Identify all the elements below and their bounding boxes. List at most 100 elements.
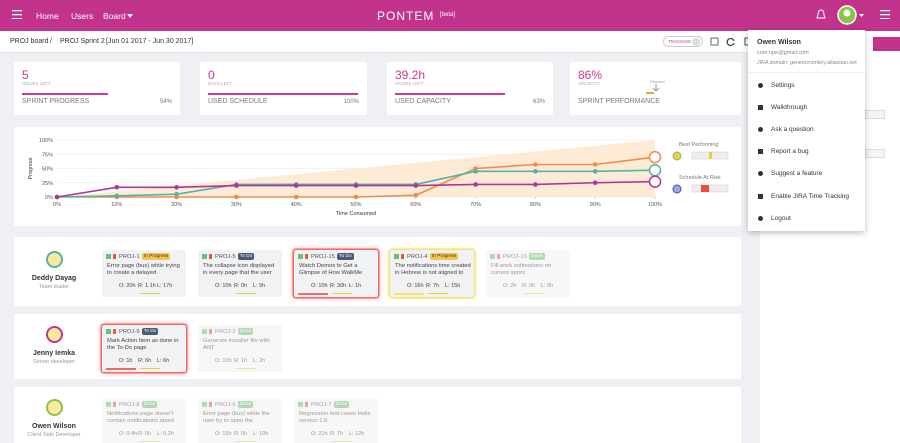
priority-icon — [305, 254, 308, 259]
sprint-link[interactable]: PROJ Sprint 2 — [60, 38, 105, 45]
x-tick-label: 10% — [111, 202, 122, 208]
menu-item[interactable]: Ask a question — [771, 126, 814, 134]
issue-title: Watch Demos to Get a Glimpse of How Walk… — [299, 263, 363, 276]
type-icon — [106, 402, 111, 407]
issue-time: O: 21h — [311, 431, 328, 437]
nav-item[interactable]: Home — [36, 11, 59, 21]
priority-icon — [113, 402, 116, 407]
type-icon — [394, 254, 399, 259]
logo[interactable]: PONTEM — [377, 9, 435, 23]
issue-time: L: 1h — [349, 283, 362, 289]
x-tick-label: 90% — [590, 202, 601, 208]
issue-card[interactable]: PROJ-6 Done Error page (bus) while the use… — [198, 398, 282, 443]
issue-card[interactable]: PROJ-15 To Do Watch Demos to Get a Glimpse… — [294, 250, 378, 297]
data-point — [473, 169, 478, 174]
menu-icon — [758, 193, 763, 199]
issue-status: To Do — [141, 328, 159, 335]
priority-icon — [113, 254, 116, 259]
tracking-toggle[interactable]: TRACKING — [663, 36, 703, 47]
priority-icon — [401, 254, 404, 259]
menu-item[interactable]: Logout — [771, 214, 791, 222]
issue-time: O: 16h — [407, 283, 424, 289]
data-point — [54, 194, 60, 200]
issue-time: O: 1h — [119, 358, 133, 364]
issue-card[interactable]: PROJ-2 Done Generate installer file with A… — [198, 325, 282, 372]
x-axis-label: Time Consumed — [336, 211, 376, 217]
stat-value: 39.2h — [395, 68, 426, 82]
row-divider — [14, 379, 741, 387]
issue-time: R: 0h — [234, 283, 248, 289]
issue-card[interactable]: PROJ-9 To Do Mark Action Item as done in t… — [102, 325, 186, 372]
issue-card[interactable]: PROJ-16 Done Fill work estimations on curr… — [486, 250, 570, 297]
card-progress — [140, 293, 160, 294]
progress-bar — [208, 93, 358, 95]
issue-title: The collapse icon displayed in every pag… — [203, 263, 275, 276]
card-progress — [140, 368, 160, 369]
sprint-dates: [Jun 01 2017 - Jun 30 2017] — [106, 38, 194, 45]
nav-item[interactable]: Users — [71, 11, 94, 21]
issue-key: PROJ-15 — [311, 254, 335, 260]
card-progress — [236, 293, 256, 294]
data-point — [592, 169, 598, 174]
stat-value: 5 — [22, 68, 29, 82]
x-tick-label: 100% — [648, 202, 662, 208]
menu-item[interactable]: Suggest a feature — [771, 170, 823, 178]
menu-icon — [758, 127, 763, 133]
chart: 0% 25% 50% 75% 100% 0% 10% 20% 30% 40% 50% 60% 70% 80… — [28, 138, 729, 217]
type-icon — [298, 402, 303, 407]
type-icon — [298, 254, 303, 259]
issue-time: L: 15h — [445, 283, 461, 289]
side-avatar — [672, 184, 682, 194]
issue-key: PROJ-1 — [119, 254, 140, 260]
bell-icon[interactable] — [815, 9, 827, 21]
issue-card[interactable]: PROJ-7 Done Regression test cases Helix ve… — [294, 398, 378, 443]
nav-item[interactable]: Board — [103, 11, 126, 21]
issue-time: O: 15h — [215, 431, 232, 437]
data-point — [174, 191, 179, 197]
issue-title: Mark Action Item as done in the To-Do pa… — [107, 338, 179, 351]
user-avatar[interactable] — [837, 5, 867, 25]
stat-card: 0 DAYS LEFT USED SCHEDULE 100% — [200, 62, 367, 115]
data-point — [533, 182, 538, 187]
issue-title: Fill work estimations on current sprint — [491, 263, 552, 276]
issue-status: In Progress — [429, 253, 459, 260]
issue-card[interactable]: PROJ-8 Done Notifications page doesn't con… — [102, 398, 186, 443]
menu-icon — [758, 215, 763, 221]
issue-title: The notifications time created in Hebrew… — [395, 263, 471, 276]
issue-card[interactable]: PROJ-5 To Do The collapse icon displayed i… — [198, 250, 282, 297]
member-name: Deddy Dayag — [31, 275, 77, 282]
member-avatar — [46, 399, 63, 416]
issue-status: To Do — [237, 253, 255, 260]
breadcrumb: PROJ board / PROJ Sprint 2 [Jun 01 2017 … — [0, 31, 760, 53]
menu-icon[interactable] — [880, 10, 890, 19]
member-name: Owen Wilson — [32, 423, 76, 430]
y-axis-label: Progress — [28, 157, 34, 179]
board-link[interactable]: PROJ board — [10, 38, 49, 45]
data-point — [114, 185, 120, 190]
issue-time: R: 7h — [426, 283, 440, 289]
menu-item[interactable]: Walkthrough — [771, 104, 808, 112]
menu-item[interactable]: Settings — [771, 82, 795, 89]
issue-time: L: 10h — [253, 431, 269, 437]
issue-card[interactable]: PROJ-4 In Progress The notifications time … — [390, 250, 474, 297]
menu-item[interactable]: Enable JIRA Time Tracking — [771, 192, 850, 200]
x-tick-label: 60% — [410, 202, 421, 208]
issue-time: O: 2h — [503, 283, 517, 289]
type-icon — [106, 254, 111, 259]
issue-card[interactable]: PROJ-1 In Progress Error page (bus) while … — [102, 250, 186, 297]
issue-time: O: 0.4h — [119, 431, 138, 437]
issue-time: L: 5h — [253, 283, 266, 289]
tracking-label: TRACKING — [668, 39, 692, 44]
chart-card: 0% 25% 50% 75% 100% 0% 10% 20% 30% 40% 50% 60% 70% 80… — [14, 127, 741, 226]
planned-note: Planned — [650, 79, 665, 84]
data-point — [533, 162, 538, 167]
menu-icon[interactable] — [12, 10, 22, 19]
card-progress — [524, 293, 544, 294]
stat-caption: ISSUES LEFT — [22, 81, 51, 86]
issue-status: To Do — [337, 253, 354, 260]
data-point — [234, 194, 239, 200]
issue-status: Done — [529, 253, 545, 260]
menu-item[interactable]: Report a bug — [771, 148, 809, 156]
data-point — [293, 183, 299, 188]
card-progress — [394, 293, 424, 295]
